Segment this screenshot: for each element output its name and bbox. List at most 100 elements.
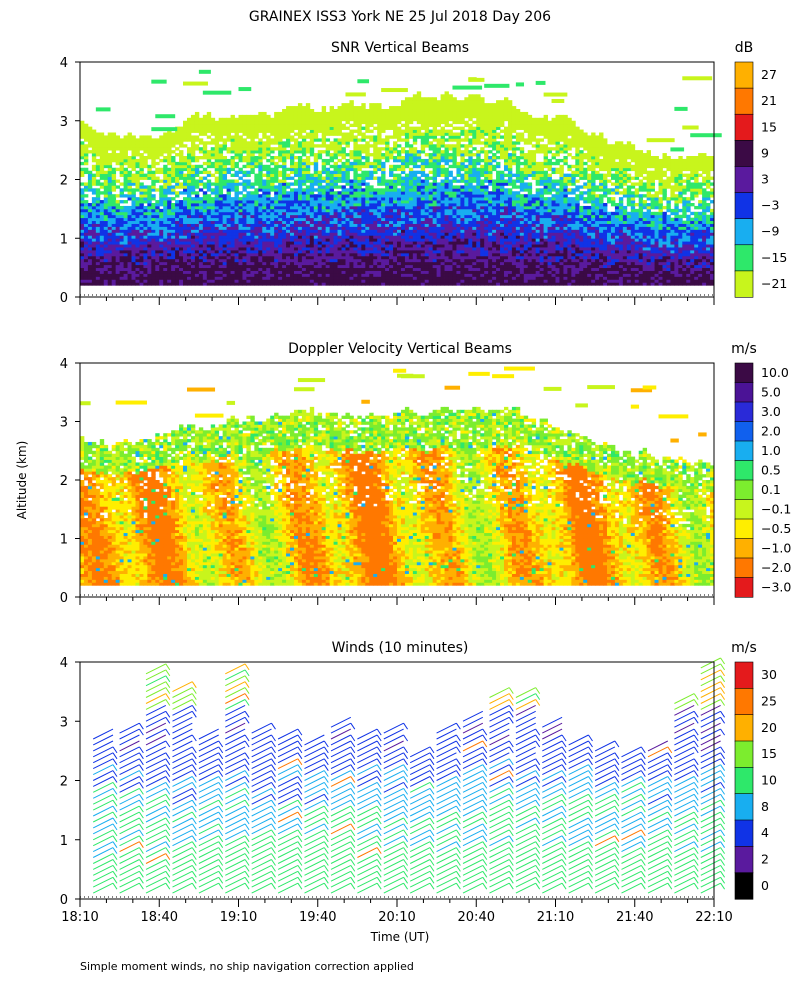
heatmap-cell — [218, 156, 224, 160]
heatmap-cell — [373, 164, 378, 169]
heatmap-cell — [286, 267, 291, 271]
heatmap-cell — [95, 244, 101, 248]
heatmap-cell — [317, 270, 323, 274]
heatmap-cell — [345, 244, 350, 248]
heatmap-cell — [321, 138, 327, 142]
heatmap-cell — [428, 120, 434, 125]
heatmap-cell — [190, 235, 196, 239]
heatmap-cell — [400, 129, 406, 133]
heatmap-cell — [317, 247, 323, 251]
heatmap-cell — [361, 255, 366, 260]
heatmap-cell — [179, 164, 184, 169]
heatmap-cell — [337, 170, 342, 175]
heatmap-cell — [111, 276, 117, 280]
heatmap-cell — [369, 194, 374, 198]
heatmap-cell — [246, 273, 251, 277]
heatmap-cell — [87, 244, 93, 248]
heatmap-cell — [313, 188, 319, 192]
heatmap-cell — [432, 117, 438, 122]
heatmap-cell — [400, 138, 406, 142]
heatmap-cell — [305, 200, 311, 204]
heatmap-cell — [147, 205, 152, 210]
heatmap-cell — [321, 276, 327, 280]
heatmap-cell — [385, 144, 390, 148]
heatmap-cell — [420, 111, 426, 116]
heatmap-cell — [214, 217, 220, 222]
heatmap-cell — [123, 214, 128, 219]
heatmap-cell — [218, 194, 224, 198]
heatmap-cell — [290, 135, 295, 139]
heatmap-cell — [420, 117, 426, 122]
heatmap-cell — [246, 114, 251, 119]
heatmap-cell — [293, 123, 299, 128]
heatmap-cell — [91, 208, 97, 213]
heatmap-cell — [262, 167, 267, 172]
heatmap-cell — [305, 208, 311, 213]
heatmap-cell — [107, 197, 113, 201]
heatmap-cell — [412, 106, 418, 110]
heatmap-cell — [270, 185, 275, 189]
heatmap-cell — [381, 223, 386, 227]
heatmap-cell — [400, 156, 406, 160]
heatmap-cell — [254, 150, 259, 154]
heatmap-cell — [190, 188, 196, 192]
heatmap-cell — [282, 211, 287, 216]
heatmap-cell — [127, 132, 132, 136]
heatmap-cell — [448, 226, 453, 230]
heatmap-cell — [305, 117, 311, 122]
heatmap-cell — [416, 232, 422, 236]
heatmap-cell — [127, 197, 132, 201]
heatmap-cell — [408, 147, 414, 151]
heatmap-cell — [266, 173, 271, 177]
heatmap-cell — [337, 185, 342, 189]
heatmap-cell — [230, 123, 235, 128]
heatmap-cell — [246, 250, 251, 254]
heatmap-cell — [325, 238, 331, 242]
heatmap-cell — [246, 220, 251, 224]
heatmap-cell — [321, 158, 327, 163]
heatmap-cell — [349, 200, 354, 204]
heatmap-cell — [270, 279, 275, 283]
heatmap-cell — [377, 129, 382, 133]
heatmap-cell — [369, 153, 374, 157]
heatmap-cell — [397, 188, 402, 192]
heatmap-cell — [290, 250, 295, 254]
heatmap-cell — [440, 191, 445, 195]
heatmap-cell — [345, 158, 350, 163]
heatmap-cell — [333, 141, 338, 145]
heatmap-cell — [290, 188, 295, 192]
heatmap-cell — [222, 117, 228, 122]
heatmap-cell — [321, 211, 327, 216]
heatmap-cell — [151, 194, 156, 198]
heatmap-cell — [293, 261, 299, 266]
heatmap-cell — [135, 197, 140, 201]
heatmap-cell — [123, 185, 128, 189]
heatmap-cell — [274, 214, 279, 219]
heatmap-cell — [258, 203, 263, 207]
heatmap-cell — [238, 223, 243, 227]
heatmap-cell — [345, 194, 350, 198]
heatmap-cell — [234, 132, 239, 136]
heatmap-cell — [432, 258, 438, 263]
heatmap-cell — [175, 176, 180, 180]
heatmap-cell — [250, 203, 255, 207]
heatmap-cell — [278, 141, 283, 145]
heatmap-cell — [190, 247, 196, 251]
heatmap-cell — [151, 164, 156, 169]
heatmap-cell — [377, 123, 382, 128]
heatmap-cell — [254, 226, 259, 230]
heatmap-cell — [369, 214, 374, 219]
heatmap-cell — [242, 252, 247, 257]
heatmap-cell — [171, 255, 176, 260]
heatmap-cell — [408, 229, 414, 233]
heatmap-cell — [143, 214, 148, 219]
heatmap-cell — [381, 241, 386, 245]
heatmap-cell — [242, 226, 247, 230]
heatmap-cell — [198, 250, 204, 254]
heatmap-cell — [420, 194, 426, 198]
heatmap-cell — [313, 226, 319, 230]
heatmap-cell — [416, 235, 422, 239]
heatmap-cell — [135, 235, 140, 239]
heatmap-cell — [428, 129, 434, 133]
heatmap-cell — [167, 173, 172, 177]
